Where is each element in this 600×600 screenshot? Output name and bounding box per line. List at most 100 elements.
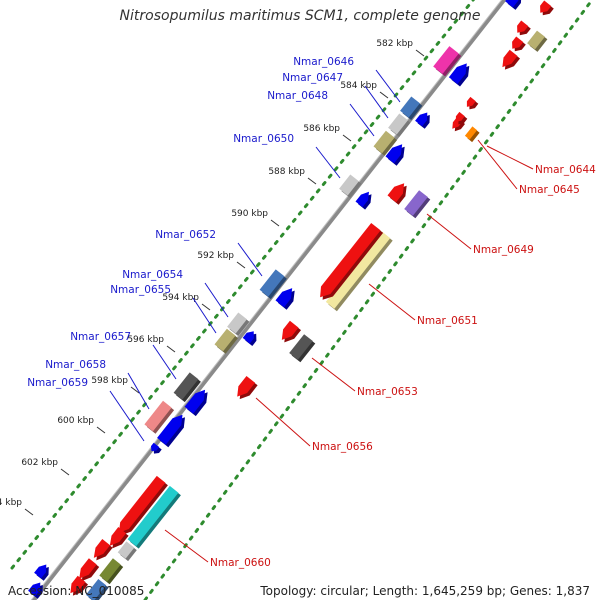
tick-mark	[24, 508, 34, 516]
gene-nmar-0647	[388, 113, 408, 135]
tick-mark	[166, 345, 176, 353]
gene-label-nmar_0654[interactable]: Nmar_0654	[122, 269, 183, 281]
tick-label: 600 kbp	[57, 416, 94, 426]
tick-mark	[307, 177, 317, 185]
gene-label-nmar_0645[interactable]: Nmar_0645	[519, 184, 580, 196]
leader-line	[349, 103, 375, 137]
gene-feature	[320, 223, 381, 298]
gene-feature	[512, 36, 524, 49]
tick-label: 590 kbp	[231, 209, 268, 219]
gene-feature	[455, 111, 465, 122]
leader-line	[364, 85, 389, 119]
gene-feature	[184, 389, 206, 414]
gene-label-nmar_0659[interactable]: Nmar_0659	[27, 377, 88, 389]
leader-line	[477, 139, 518, 190]
gene-label-nmar_0652[interactable]: Nmar_0652	[155, 229, 216, 241]
gene-nmar-0650	[339, 174, 359, 196]
gene-feature	[99, 558, 121, 582]
gene-label-nmar_0657[interactable]: Nmar_0657	[70, 331, 131, 343]
gene-nmar-0645-shadow	[467, 128, 480, 143]
tick-mark	[342, 134, 352, 142]
gene-feature	[387, 183, 405, 203]
gene-feature	[34, 564, 47, 579]
gene-label-nmar_0648[interactable]: Nmar_0648	[267, 90, 328, 102]
gene-feature	[281, 320, 299, 340]
tick-mark	[415, 49, 425, 57]
gene-nmar-0654	[227, 312, 247, 334]
tick-label: 594 kbp	[162, 293, 199, 303]
label-layer: Nmar_0646 Nmar_0647 Nmar_0648 Nmar_0650 Nmar…	[27, 56, 596, 569]
gene-feature	[79, 558, 97, 579]
gene-feature	[157, 414, 183, 445]
gene-feature	[242, 331, 254, 344]
gene-feature	[109, 527, 127, 546]
gene-label-nmar_0660[interactable]: Nmar_0660	[210, 557, 271, 569]
gene-feature	[118, 475, 166, 533]
tick-mark	[270, 219, 280, 227]
tick-label: 604 kbp	[0, 498, 22, 508]
gene-nmar-0646	[400, 96, 420, 118]
tick-label: 596 kbp	[127, 335, 164, 345]
leader-line	[164, 529, 209, 563]
gene-feature	[93, 539, 111, 558]
gene-feature	[275, 288, 293, 308]
gene-label-nmar_0644[interactable]: Nmar_0644	[535, 164, 596, 176]
gene-label-nmar_0646[interactable]: Nmar_0646	[293, 56, 354, 68]
genome-backbone	[31, 0, 507, 600]
gene-label-nmar_0653[interactable]: Nmar_0653	[357, 386, 418, 398]
gene-feature	[85, 579, 107, 600]
gene-feature	[517, 20, 529, 33]
gene-label-nmar_0650[interactable]: Nmar_0650	[233, 133, 294, 145]
gene-layer	[28, 0, 554, 600]
gene-nmar-0659	[151, 442, 160, 452]
gene-feature	[505, 0, 519, 8]
accession-text: Accession: NC_010085	[8, 584, 145, 598]
genome-summary-text: Topology: circular; Length: 1,645,259 bp…	[260, 584, 590, 598]
leader-line	[375, 69, 401, 103]
label-leader-layer	[109, 69, 534, 563]
tick-mark	[96, 426, 106, 434]
inner-dotted-guide	[143, 0, 594, 600]
gene-nmar-0652	[259, 269, 285, 297]
tick-label: 582 kbp	[376, 39, 413, 49]
gene-nmar-0649	[404, 190, 428, 216]
gene-label-nmar_0655[interactable]: Nmar_0655	[110, 284, 171, 296]
leader-line	[255, 397, 311, 447]
leader-line	[486, 145, 534, 170]
leader-line	[368, 283, 416, 321]
gene-feature	[502, 49, 518, 68]
tick-label: 598 kbp	[91, 376, 128, 386]
leader-line	[311, 357, 356, 392]
tick-mark	[130, 386, 140, 394]
leader-line	[426, 213, 472, 250]
tick-layer: 582 kbp 584 kbp 586 kbp 588 kbp 590 kbp 592 k…	[0, 39, 425, 516]
gene-label-nmar_0649[interactable]: Nmar_0649	[473, 244, 534, 256]
leader-line	[192, 297, 217, 334]
gene-nmar-0657	[173, 372, 199, 400]
gene-label-nmar_0658[interactable]: Nmar_0658	[45, 359, 106, 371]
gene-nmar-0645	[464, 126, 478, 140]
gene-nmar-0653	[289, 334, 313, 360]
tick-mark	[236, 261, 246, 269]
gene-label-nmar_0647[interactable]: Nmar_0647	[282, 72, 343, 84]
gene-feature	[527, 30, 545, 50]
gene-feature	[385, 144, 403, 164]
leader-line	[127, 372, 150, 410]
gene-nmar-0660	[127, 485, 179, 547]
gene-label-nmar_0656[interactable]: Nmar_0656	[312, 441, 373, 453]
tick-mark	[201, 303, 211, 311]
gene-feature	[28, 582, 41, 597]
gene-feature	[70, 575, 86, 594]
leader-line	[237, 242, 263, 277]
gene-feature	[415, 112, 428, 127]
gene-label-nmar_0651[interactable]: Nmar_0651	[417, 315, 478, 327]
gene-nmar-0648	[373, 130, 395, 154]
gene-nmar-0656	[237, 376, 256, 397]
gene-feature	[117, 541, 135, 559]
gene-nmar-0658	[144, 400, 172, 432]
tick-label: 588 kbp	[268, 167, 305, 177]
map-title: Nitrosopumilus maritimus SCM1, complete …	[119, 8, 481, 24]
leader-line	[109, 390, 145, 442]
tick-mark	[379, 91, 389, 99]
leader-line	[204, 282, 229, 318]
